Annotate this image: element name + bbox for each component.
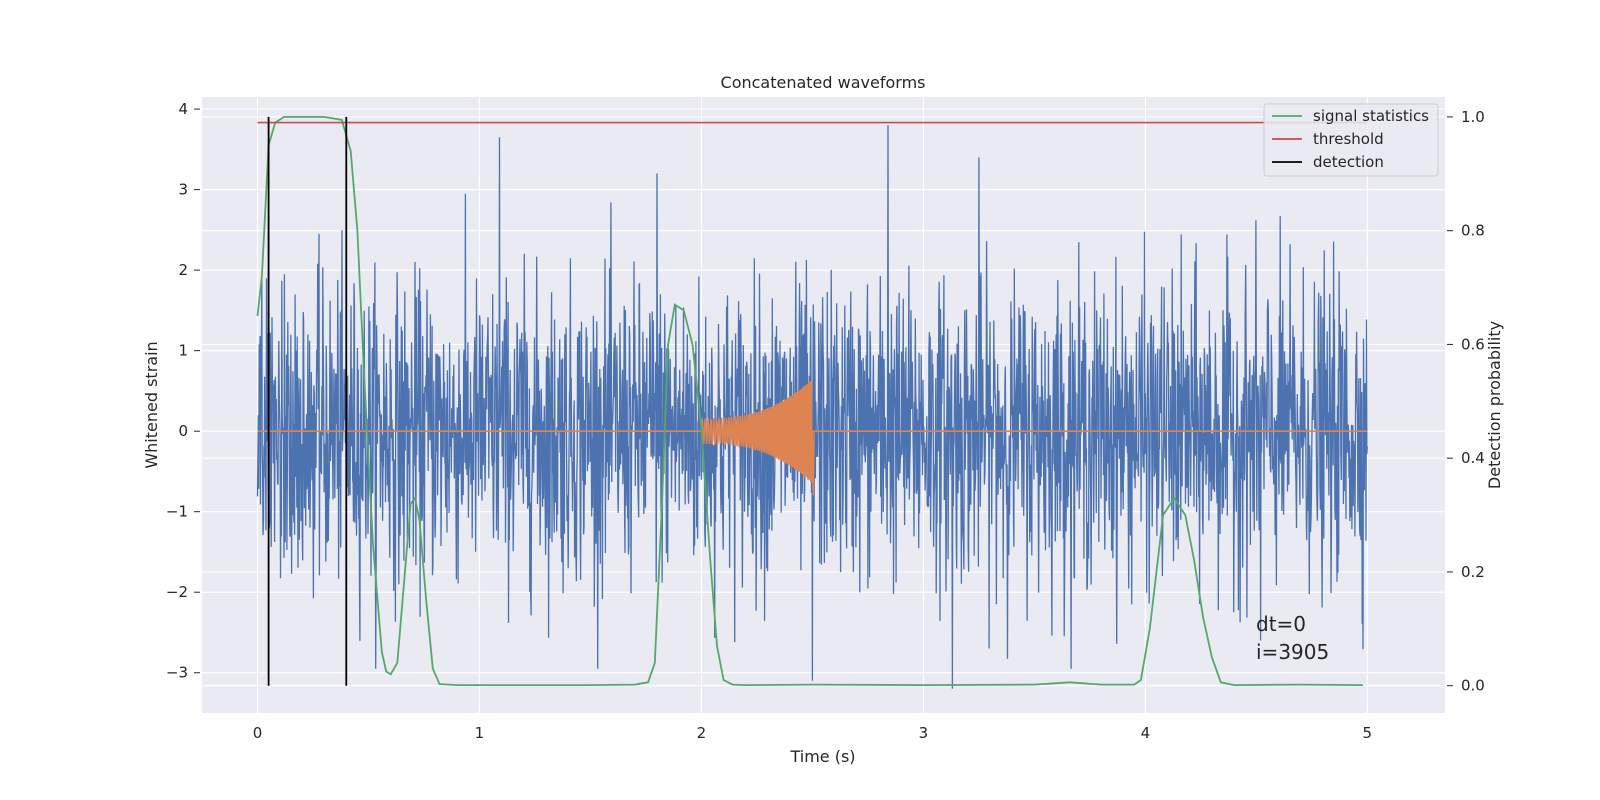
y-axis-label: Whitened strain — [142, 341, 161, 468]
right-y-tick-label: 0.4 — [1461, 449, 1485, 467]
legend-label-threshold: threshold — [1313, 130, 1384, 148]
y-tick-label: 2 — [178, 261, 188, 279]
right-y-axis-label: Detection probability — [1485, 321, 1504, 489]
x-tick-label: 1 — [475, 724, 485, 742]
annotation-index: i=3905 — [1256, 640, 1329, 664]
y-tick-label: 3 — [178, 181, 188, 199]
signal-statistics-line — [256, 116, 1363, 687]
right-y-tick-label: 0.8 — [1461, 222, 1485, 240]
x-tick-label: 3 — [919, 724, 929, 742]
y-tick-label: 0 — [178, 422, 188, 440]
y-tick-label: −1 — [166, 503, 188, 521]
y-tick-label: −2 — [166, 583, 188, 601]
x-tick-label: 4 — [1141, 724, 1151, 742]
legend-label-signal-statistics: signal statistics — [1313, 107, 1429, 125]
right-y-tick-label: 0.6 — [1461, 335, 1485, 353]
strain-noise-line — [256, 125, 1368, 689]
legend: signal statistics threshold detection — [1263, 103, 1439, 177]
right-y-tick-label: 1.0 — [1461, 108, 1485, 126]
line-series-layer — [256, 116, 1368, 687]
right-y-tick-label: 0.0 — [1461, 677, 1485, 695]
injected-chirp-line — [700, 381, 815, 496]
y-tick-label: 4 — [178, 100, 188, 118]
x-axis-label: Time (s) — [789, 747, 855, 766]
annotation-dt: dt=0 — [1256, 612, 1306, 636]
x-tick-label: 0 — [253, 724, 263, 742]
chart-title: Concatenated waveforms — [721, 73, 926, 92]
x-tick-label: 5 — [1363, 724, 1373, 742]
y-tick-label: 1 — [178, 342, 188, 360]
legend-box — [1263, 103, 1439, 177]
x-tick-label: 2 — [697, 724, 707, 742]
right-y-tick-label: 0.2 — [1461, 563, 1485, 581]
legend-label-detection: detection — [1313, 153, 1384, 171]
y-tick-label: −3 — [166, 664, 188, 682]
tick-layer: 0 1 2 3 4 5 −3 −2 −1 0 1 2 3 4 0.0 0.2 0.4 0.6 0.8 1.0 — [166, 100, 1485, 742]
strain-noise-series — [256, 125, 1368, 689]
